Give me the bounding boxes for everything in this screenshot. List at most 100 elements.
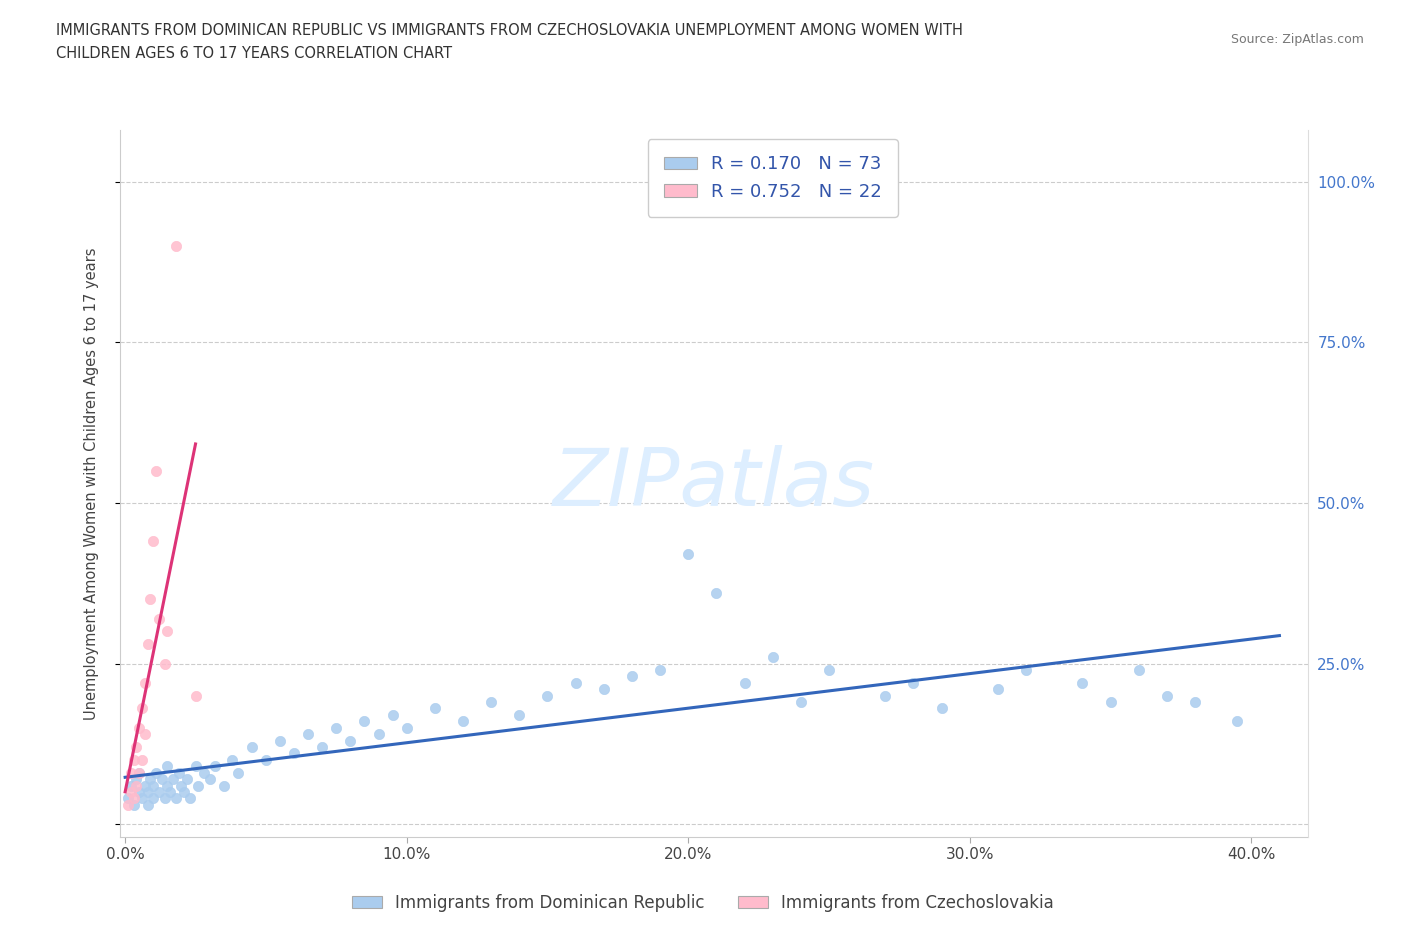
Legend: Immigrants from Dominican Republic, Immigrants from Czechoslovakia: Immigrants from Dominican Republic, Immi… bbox=[346, 887, 1060, 918]
Point bbox=[134, 675, 156, 690]
Point bbox=[122, 791, 145, 806]
Point bbox=[479, 695, 502, 710]
Point bbox=[125, 772, 148, 787]
Point bbox=[423, 701, 446, 716]
Point bbox=[145, 463, 167, 478]
Point bbox=[353, 714, 375, 729]
Point bbox=[903, 675, 925, 690]
Point bbox=[131, 791, 153, 806]
Point bbox=[170, 778, 193, 793]
Point bbox=[367, 726, 389, 741]
Point bbox=[311, 739, 333, 754]
Point bbox=[325, 721, 347, 736]
Point bbox=[173, 785, 195, 800]
Point bbox=[395, 721, 418, 736]
Point bbox=[134, 778, 156, 793]
Point bbox=[204, 759, 226, 774]
Point bbox=[120, 778, 142, 793]
Point bbox=[128, 785, 150, 800]
Point bbox=[198, 772, 221, 787]
Point bbox=[167, 765, 190, 780]
Point bbox=[136, 637, 159, 652]
Point bbox=[987, 682, 1010, 697]
Point bbox=[153, 656, 176, 671]
Point bbox=[875, 688, 897, 703]
Point bbox=[148, 611, 170, 626]
Point bbox=[283, 746, 305, 761]
Point bbox=[1128, 662, 1150, 677]
Point bbox=[150, 772, 173, 787]
Point bbox=[134, 726, 156, 741]
Point bbox=[139, 591, 162, 606]
Point bbox=[139, 772, 162, 787]
Point bbox=[153, 791, 176, 806]
Point bbox=[165, 791, 187, 806]
Point bbox=[226, 765, 249, 780]
Point bbox=[128, 765, 150, 780]
Point bbox=[1071, 675, 1094, 690]
Point bbox=[187, 778, 209, 793]
Point bbox=[117, 797, 139, 812]
Point bbox=[120, 785, 142, 800]
Point bbox=[128, 721, 150, 736]
Point bbox=[122, 797, 145, 812]
Point bbox=[179, 791, 201, 806]
Point bbox=[156, 778, 179, 793]
Point bbox=[142, 778, 165, 793]
Point bbox=[1156, 688, 1178, 703]
Point bbox=[1015, 662, 1038, 677]
Point bbox=[156, 624, 179, 639]
Point bbox=[184, 688, 207, 703]
Point bbox=[1099, 695, 1122, 710]
Point bbox=[818, 662, 841, 677]
Point bbox=[125, 739, 148, 754]
Point bbox=[592, 682, 614, 697]
Point bbox=[762, 650, 785, 665]
Point bbox=[131, 752, 153, 767]
Point bbox=[162, 772, 184, 787]
Point bbox=[706, 585, 728, 600]
Text: IMMIGRANTS FROM DOMINICAN REPUBLIC VS IMMIGRANTS FROM CZECHOSLOVAKIA UNEMPLOYMEN: IMMIGRANTS FROM DOMINICAN REPUBLIC VS IM… bbox=[56, 23, 963, 38]
Point bbox=[269, 733, 291, 748]
Point bbox=[131, 701, 153, 716]
Point bbox=[156, 759, 179, 774]
Point bbox=[1226, 714, 1249, 729]
Point bbox=[193, 765, 215, 780]
Point bbox=[931, 701, 953, 716]
Point bbox=[254, 752, 277, 767]
Y-axis label: Unemployment Among Women with Children Ages 6 to 17 years: Unemployment Among Women with Children A… bbox=[84, 247, 98, 720]
Point bbox=[648, 662, 671, 677]
Text: Source: ZipAtlas.com: Source: ZipAtlas.com bbox=[1230, 33, 1364, 46]
Point bbox=[176, 772, 198, 787]
Point bbox=[381, 708, 404, 723]
Point bbox=[142, 791, 165, 806]
Point bbox=[122, 752, 145, 767]
Legend: R = 0.170   N = 73, R = 0.752   N = 22: R = 0.170 N = 73, R = 0.752 N = 22 bbox=[648, 140, 898, 217]
Point bbox=[1184, 695, 1206, 710]
Point bbox=[734, 675, 756, 690]
Point bbox=[117, 791, 139, 806]
Point bbox=[212, 778, 235, 793]
Point bbox=[508, 708, 530, 723]
Point bbox=[142, 534, 165, 549]
Point bbox=[159, 785, 181, 800]
Point bbox=[564, 675, 586, 690]
Text: CHILDREN AGES 6 TO 17 YEARS CORRELATION CHART: CHILDREN AGES 6 TO 17 YEARS CORRELATION … bbox=[56, 46, 453, 61]
Point bbox=[145, 765, 167, 780]
Point bbox=[125, 778, 148, 793]
Point bbox=[240, 739, 263, 754]
Point bbox=[676, 547, 699, 562]
Point bbox=[790, 695, 813, 710]
Point bbox=[536, 688, 558, 703]
Text: ZIPatlas: ZIPatlas bbox=[553, 445, 875, 523]
Point bbox=[128, 765, 150, 780]
Point bbox=[148, 785, 170, 800]
Point bbox=[620, 669, 643, 684]
Point bbox=[136, 797, 159, 812]
Point bbox=[184, 759, 207, 774]
Point bbox=[297, 726, 319, 741]
Point bbox=[120, 765, 142, 780]
Point bbox=[136, 785, 159, 800]
Point bbox=[339, 733, 361, 748]
Point bbox=[165, 238, 187, 253]
